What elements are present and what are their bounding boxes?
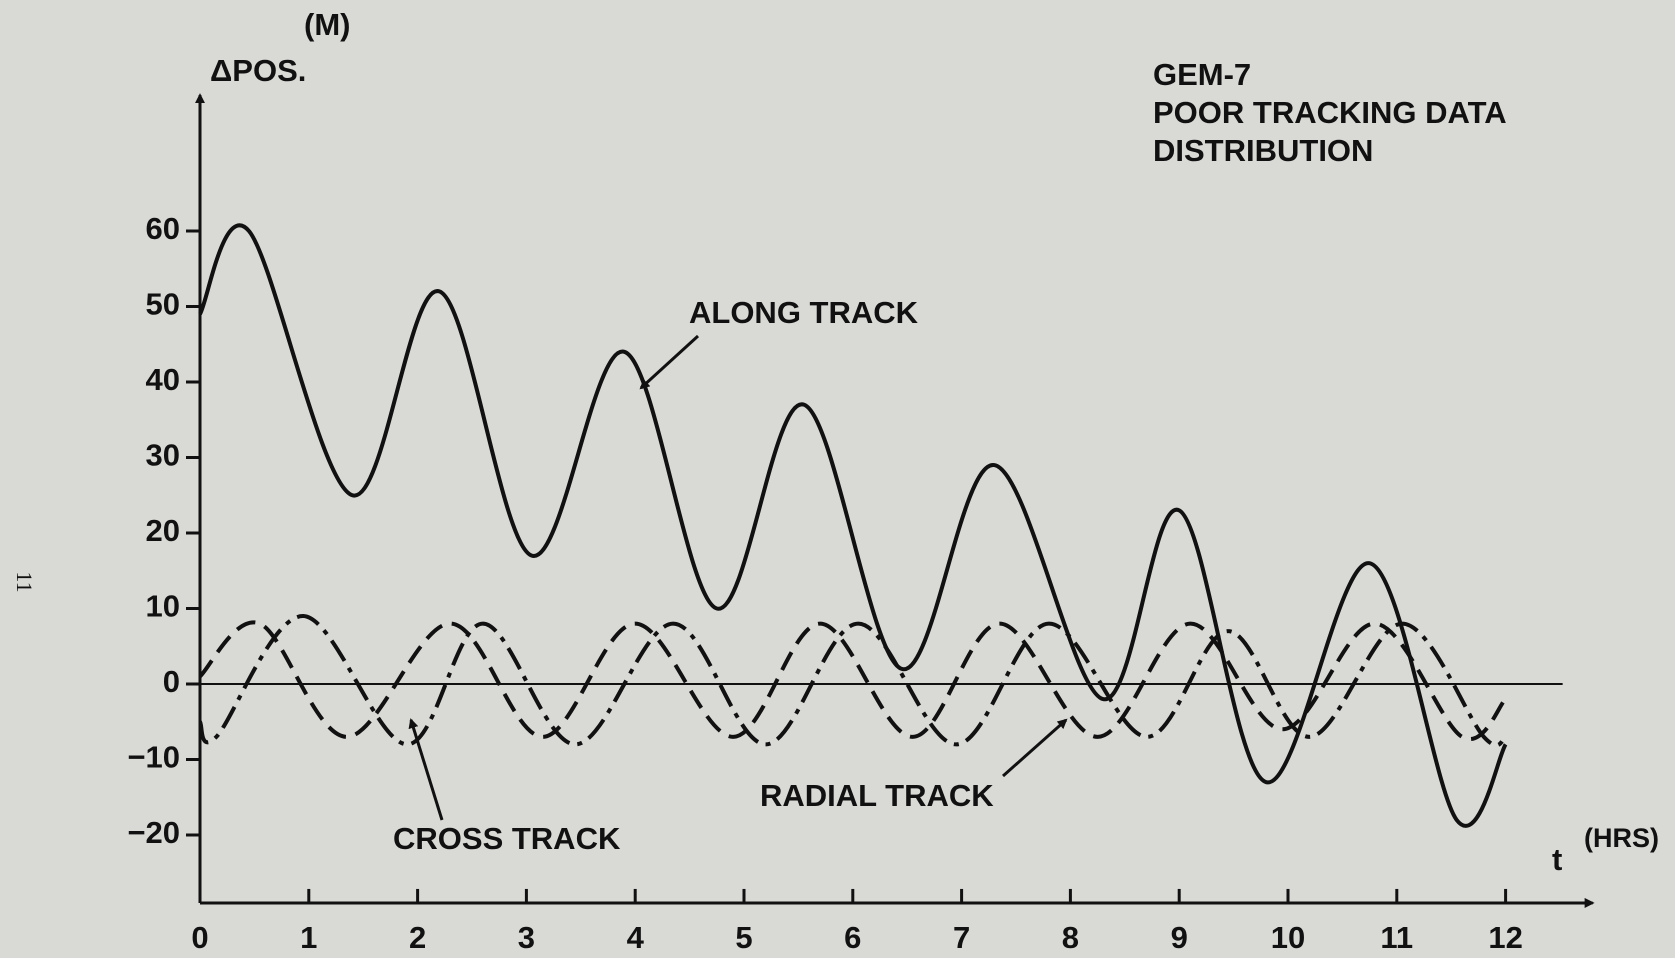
x-tick-label: 5 <box>735 920 752 955</box>
y-tick-label: 40 <box>146 362 180 397</box>
y-tick-label: 60 <box>146 211 180 246</box>
annotation: ALONG TRACK <box>689 295 919 330</box>
x-axis-label: t <box>1552 842 1562 877</box>
annotation: CROSS TRACK <box>393 821 621 856</box>
title-line: GEM-7 <box>1153 57 1251 92</box>
x-axis-unit: (HRS) <box>1584 823 1659 853</box>
y-axis-label: ΔPOS. <box>210 53 306 88</box>
x-tick-label: 2 <box>409 920 426 955</box>
x-tick-label: 9 <box>1171 920 1188 955</box>
title-line: POOR TRACKING DATA <box>1153 95 1507 130</box>
y-tick-label: −20 <box>127 815 180 850</box>
x-tick-label: 4 <box>627 920 645 955</box>
x-tick-label: 11 <box>1380 920 1413 955</box>
y-tick-label: 10 <box>146 589 180 624</box>
y-tick-label: 50 <box>146 287 180 322</box>
arrow <box>1002 718 1068 778</box>
x-tick-label: 6 <box>844 920 861 955</box>
x-tick-label: 8 <box>1062 920 1079 955</box>
x-tick-label: 0 <box>191 920 208 955</box>
y-tick-label: 0 <box>163 664 180 699</box>
arrow <box>639 334 700 390</box>
arrow <box>408 718 444 821</box>
series-line <box>198 620 1508 742</box>
series-line <box>198 223 1508 828</box>
series-line <box>198 614 1507 748</box>
annotation-arrows <box>408 334 1068 821</box>
x-tick-label: 12 <box>1488 920 1522 955</box>
x-tick-label: 7 <box>953 920 970 955</box>
y-tick-label: 20 <box>146 513 180 548</box>
y-tick-label: 30 <box>146 438 180 473</box>
x-tick-label: 10 <box>1271 920 1305 955</box>
x-tick-label: 3 <box>518 920 535 955</box>
title-line: DISTRIBUTION <box>1153 133 1373 168</box>
annotation: RADIAL TRACK <box>760 778 994 813</box>
page-number: 11 <box>12 571 37 592</box>
y-axis-unit: (M) <box>304 7 350 42</box>
y-tick-label: −10 <box>127 740 180 775</box>
x-tick-label: 1 <box>300 920 317 955</box>
